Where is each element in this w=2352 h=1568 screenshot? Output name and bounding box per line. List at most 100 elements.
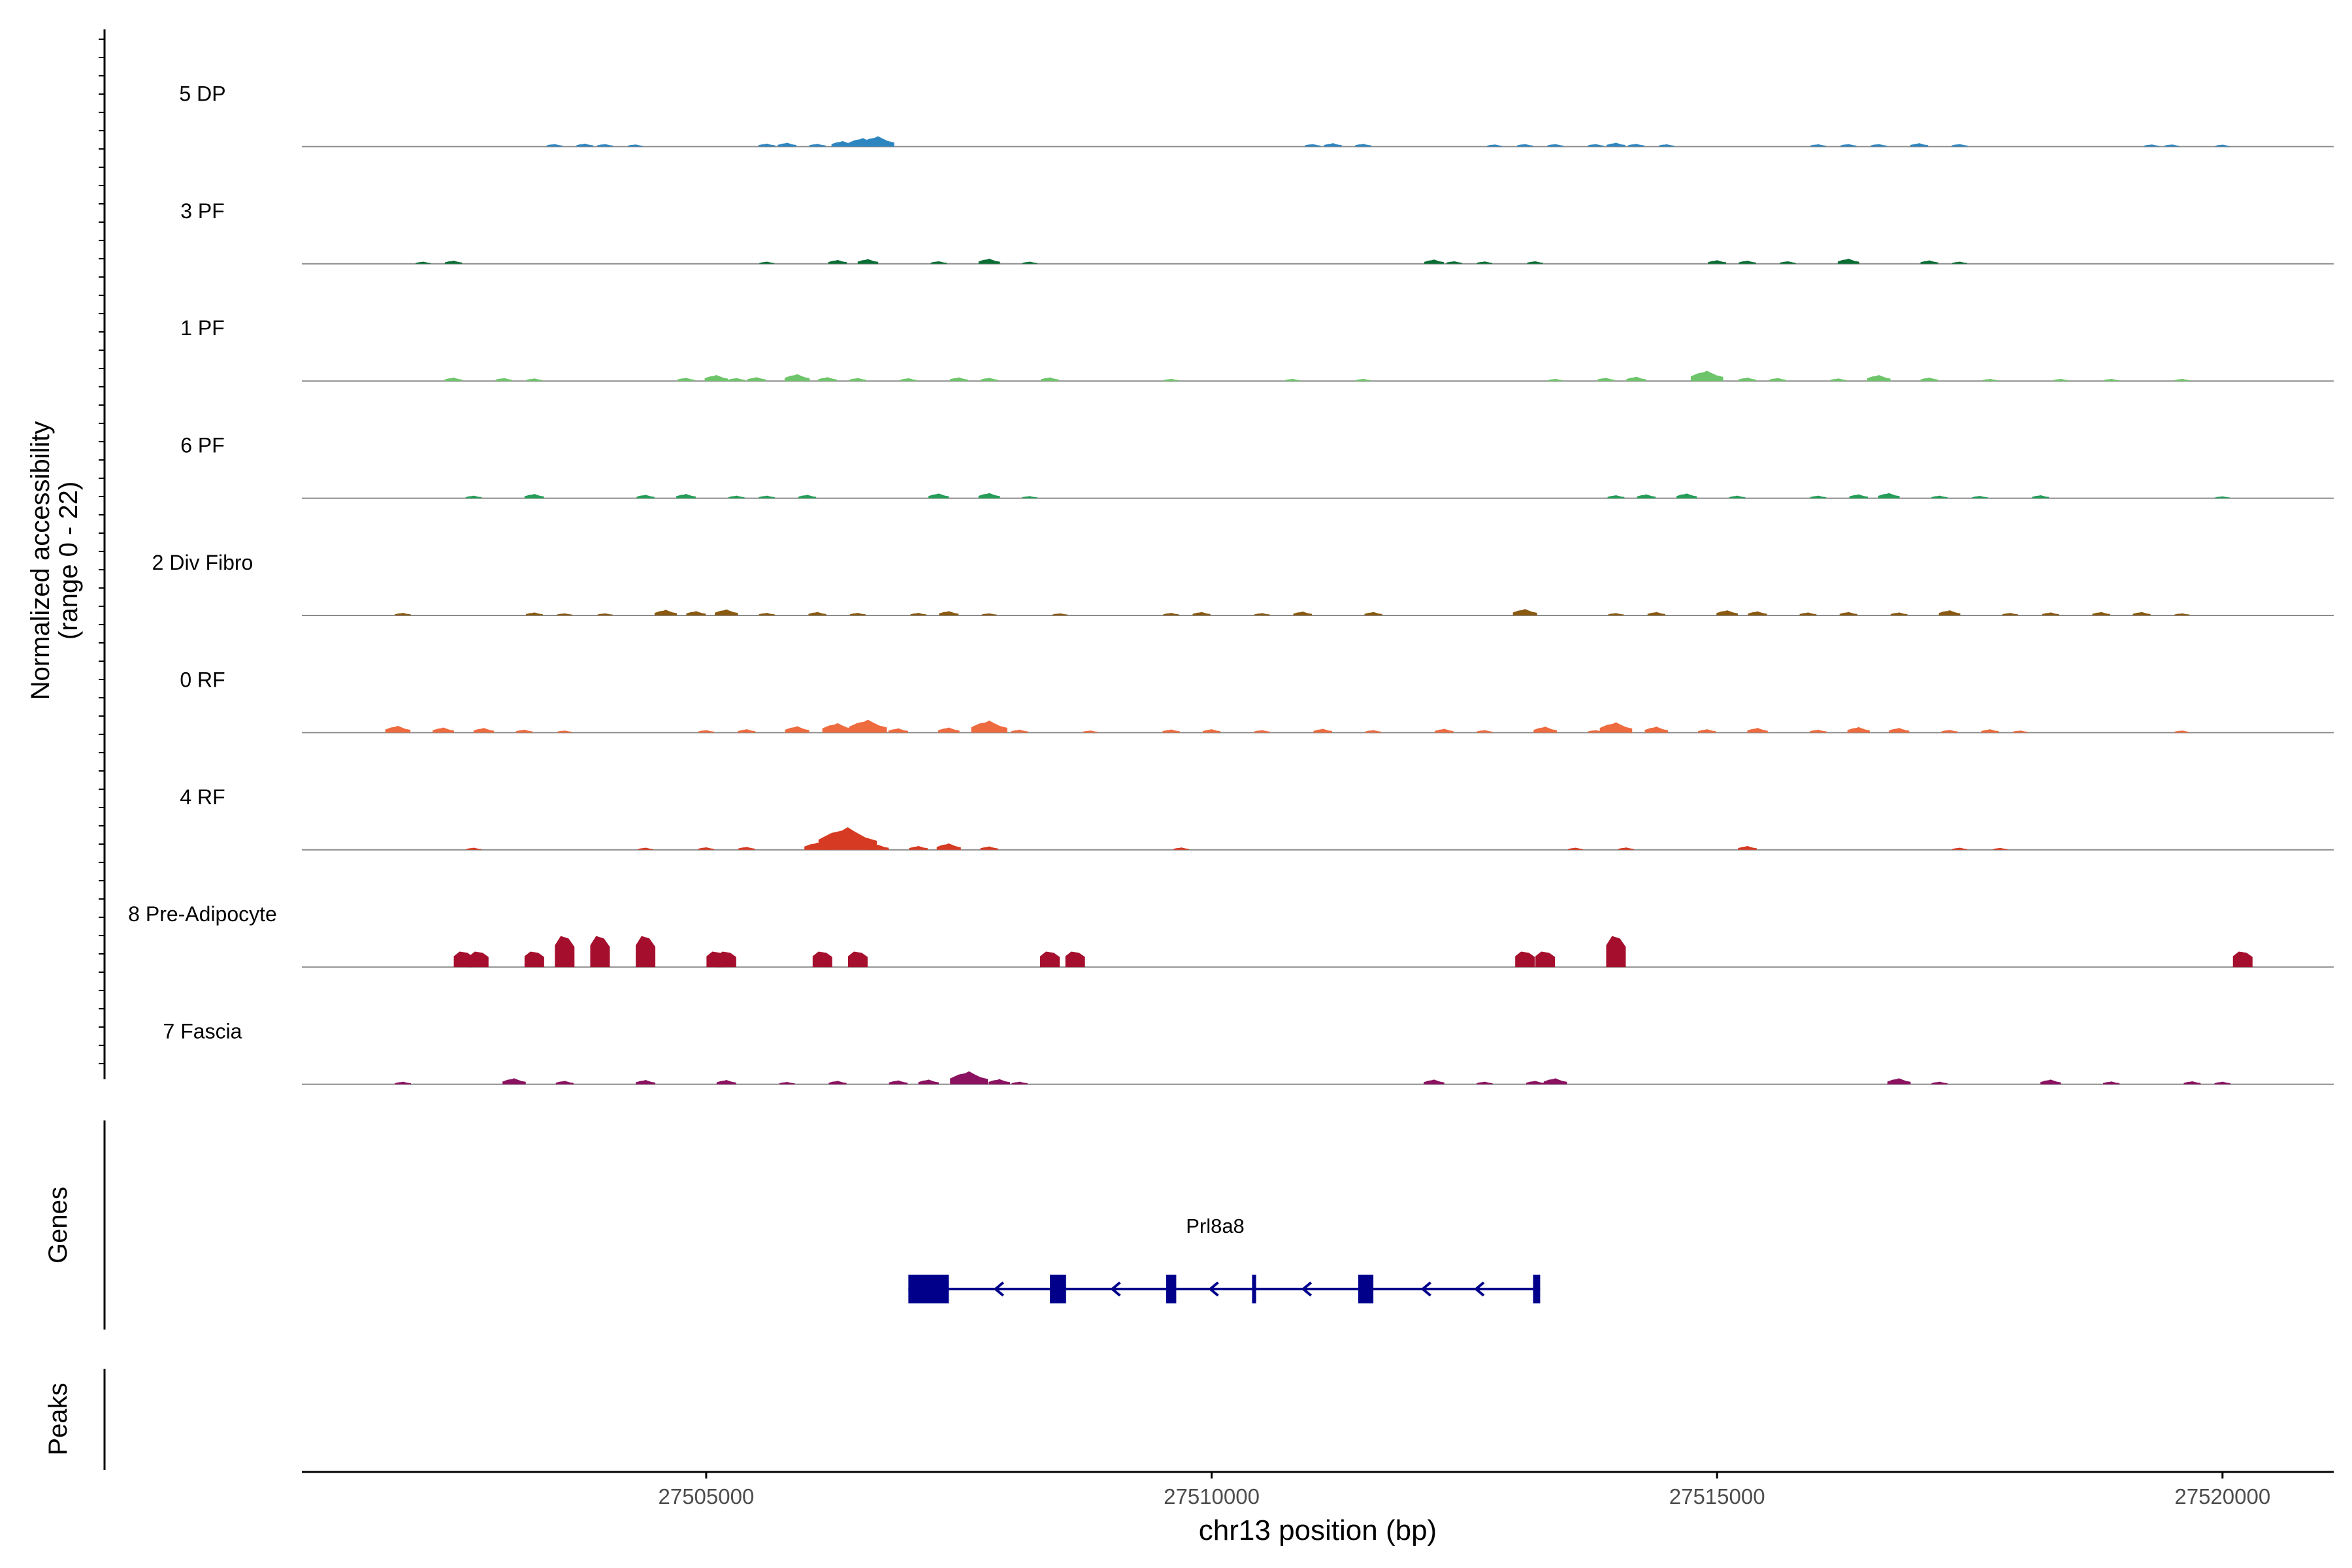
strand-arrow xyxy=(1208,1281,1219,1297)
x-tick-label: 27515000 xyxy=(1669,1484,1765,1509)
coverage-peak xyxy=(1533,727,1557,733)
coverage-peak xyxy=(849,378,866,382)
coverage-peak xyxy=(1708,260,1727,264)
coverage-peak xyxy=(395,613,411,615)
coverage-peak xyxy=(936,843,961,850)
coverage-peak xyxy=(2012,730,2028,733)
coverage-peak xyxy=(1799,612,1817,615)
coverage-peak xyxy=(777,142,796,147)
coverage-peak xyxy=(1011,1081,1028,1085)
coverage-peak xyxy=(847,951,868,968)
coverage-peak xyxy=(862,136,894,147)
coverage-peak xyxy=(1840,144,1857,147)
coverage-peak xyxy=(822,723,853,733)
coverage-peak xyxy=(950,1071,988,1085)
coverage-peak xyxy=(1849,494,1869,498)
coverage-peak xyxy=(1920,377,1938,382)
coverage-peak xyxy=(453,951,474,968)
coverage-peak xyxy=(849,719,887,733)
coverage-peak xyxy=(1888,728,1910,733)
track-7-fascia: 7 Fascia xyxy=(163,1020,2334,1085)
coverage-peak xyxy=(2215,496,2230,498)
coverage-peak xyxy=(515,729,533,733)
coverage-peak xyxy=(1747,728,1768,733)
coverage-peak xyxy=(636,1080,656,1085)
coverage-peak xyxy=(1690,370,1723,382)
coverage-peak xyxy=(2174,730,2190,733)
coverage-peak xyxy=(2214,1081,2231,1085)
coverage-peak xyxy=(1516,144,1533,147)
coverage-peak xyxy=(416,261,431,264)
coverage-peak xyxy=(1039,951,1060,968)
x-tick-label: 27510000 xyxy=(1164,1484,1260,1509)
coverage-peak xyxy=(1424,1079,1445,1085)
coverage-peak xyxy=(1597,378,1615,382)
coverage-peak xyxy=(524,494,544,498)
coverage-peak xyxy=(1435,728,1454,733)
coverage-peak xyxy=(704,374,728,382)
gene-name-label: Prl8a8 xyxy=(1186,1215,1245,1237)
coverage-peak xyxy=(1729,495,1746,498)
track-label: 5 DP xyxy=(179,82,225,105)
coverage-peak xyxy=(1810,495,1827,498)
coverage-peak xyxy=(988,1079,1011,1085)
coverage-peak xyxy=(1313,728,1333,733)
coverage-peak xyxy=(1568,847,1584,850)
track-2-div-fibro: 2 Div Fibro xyxy=(152,551,2334,616)
coverage-peak xyxy=(1022,496,1037,498)
coverage-peak xyxy=(1477,730,1493,733)
coverage-peak xyxy=(628,144,644,147)
track-label: 6 PF xyxy=(180,434,225,457)
coverage-peak xyxy=(444,377,463,382)
coverage-peak xyxy=(910,613,927,615)
genes-track-label: Genes xyxy=(44,1186,73,1264)
x-axis-label: chr13 position (bp) xyxy=(1199,1514,1437,1546)
coverage-peak xyxy=(2032,495,2050,498)
gene-exon xyxy=(1533,1275,1541,1303)
coverage-peak xyxy=(1698,729,1716,733)
coverage-peak xyxy=(1254,730,1271,733)
coverage-peak xyxy=(2132,612,2151,615)
coverage-peak xyxy=(1676,493,1697,498)
coverage-peak xyxy=(1284,378,1300,382)
coverage-peak xyxy=(2042,612,2059,615)
track-5-dp: 5 DP xyxy=(179,82,2334,148)
coverage-peak xyxy=(1658,144,1674,147)
coverage-peak xyxy=(395,1081,411,1085)
gene-exon xyxy=(1166,1275,1177,1303)
strand-arrow xyxy=(993,1281,1004,1297)
coverage-peak xyxy=(798,495,817,498)
coverage-peak xyxy=(747,377,766,382)
x-axis-ticks: 27505000 27510000 27515000 27520000 xyxy=(658,1472,2270,1509)
accessibility-tracks: 5 DP 3 PF 1 PF 6 PF 2 Div Fibro 0 RF 4 RF 8 Pre… xyxy=(128,82,2334,1085)
coverage-peak xyxy=(698,730,715,733)
gene-exon xyxy=(1049,1275,1066,1303)
coverage-peak xyxy=(980,846,998,850)
coverage-peak xyxy=(978,493,1000,498)
coverage-peak xyxy=(1972,495,1988,498)
coverage-peak xyxy=(2040,1079,2061,1085)
coverage-peak xyxy=(716,1080,736,1085)
coverage-peak xyxy=(636,495,655,498)
gene-exon xyxy=(1252,1275,1256,1303)
coverage-peak xyxy=(1920,260,1938,264)
coverage-peak xyxy=(1011,729,1028,733)
coverage-peak xyxy=(524,951,544,968)
coverage-peak xyxy=(1164,378,1179,382)
coverage-peak xyxy=(1356,378,1371,382)
coverage-peak xyxy=(1952,847,1968,850)
coverage-peak xyxy=(1607,142,1625,147)
track-label: 0 RF xyxy=(180,668,225,691)
coverage-peak xyxy=(1192,612,1211,615)
coverage-peak xyxy=(1839,612,1857,615)
coverage-peak xyxy=(1837,258,1859,264)
coverage-peak xyxy=(1477,1081,1493,1085)
coverage-peak xyxy=(980,378,998,382)
coverage-peak xyxy=(1738,377,1757,382)
coverage-peak xyxy=(930,261,947,264)
track-label: 7 Fascia xyxy=(163,1020,242,1043)
coverage-peak xyxy=(676,494,696,498)
coverage-peak xyxy=(385,725,411,733)
coverage-peak xyxy=(2053,378,2068,382)
